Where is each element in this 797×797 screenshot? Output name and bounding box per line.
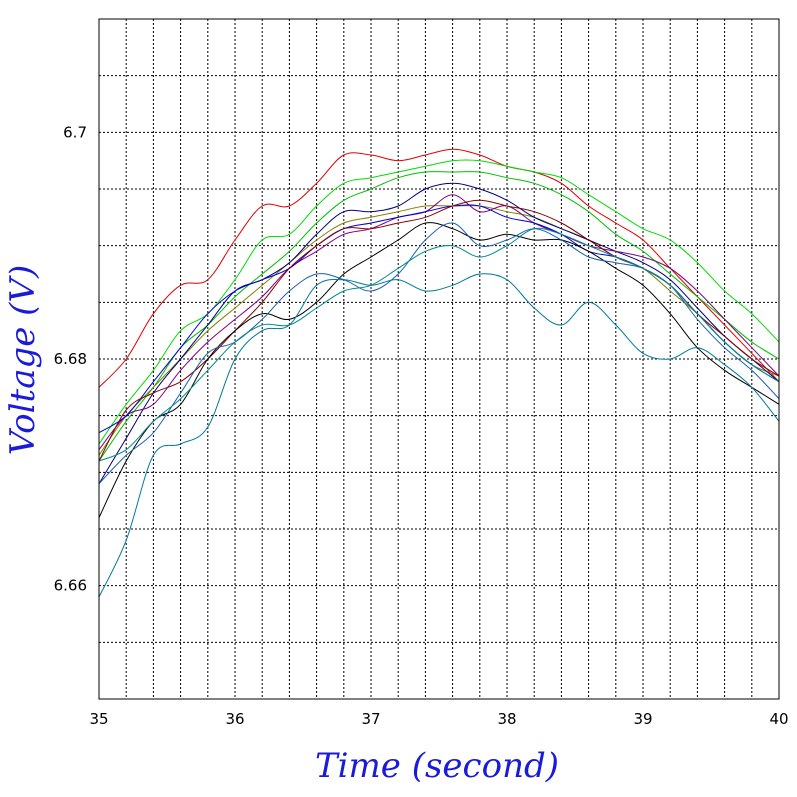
series-line-12 [98, 273, 780, 598]
grid [99, 19, 779, 699]
x-tick-label: 35 [89, 710, 108, 728]
series-line-5 [98, 182, 780, 484]
x-axis-title: Time (second) [315, 746, 559, 786]
x-tick-label: 37 [361, 710, 380, 728]
x-tick-label: 39 [633, 710, 652, 728]
y-tick-labels: 6.66 6.68 6.7 [54, 123, 87, 594]
y-tick-label: 6.7 [63, 123, 87, 141]
x-tick-labels: 35 36 37 38 39 40 [89, 710, 788, 728]
x-tick-label: 36 [225, 710, 244, 728]
y-tick-label: 6.66 [54, 577, 87, 595]
x-tick-label: 38 [497, 710, 516, 728]
x-tick-label: 40 [769, 710, 788, 728]
series-line-4 [98, 205, 780, 456]
y-axis-title: Voltage (V) [3, 265, 43, 456]
plot-frame [98, 18, 780, 700]
series-line-1 [98, 148, 780, 388]
series-line-9 [98, 222, 780, 518]
series-line-11 [98, 227, 780, 462]
series-line-6 [98, 194, 780, 451]
y-tick-label: 6.68 [54, 350, 87, 368]
series-layer [98, 148, 780, 598]
